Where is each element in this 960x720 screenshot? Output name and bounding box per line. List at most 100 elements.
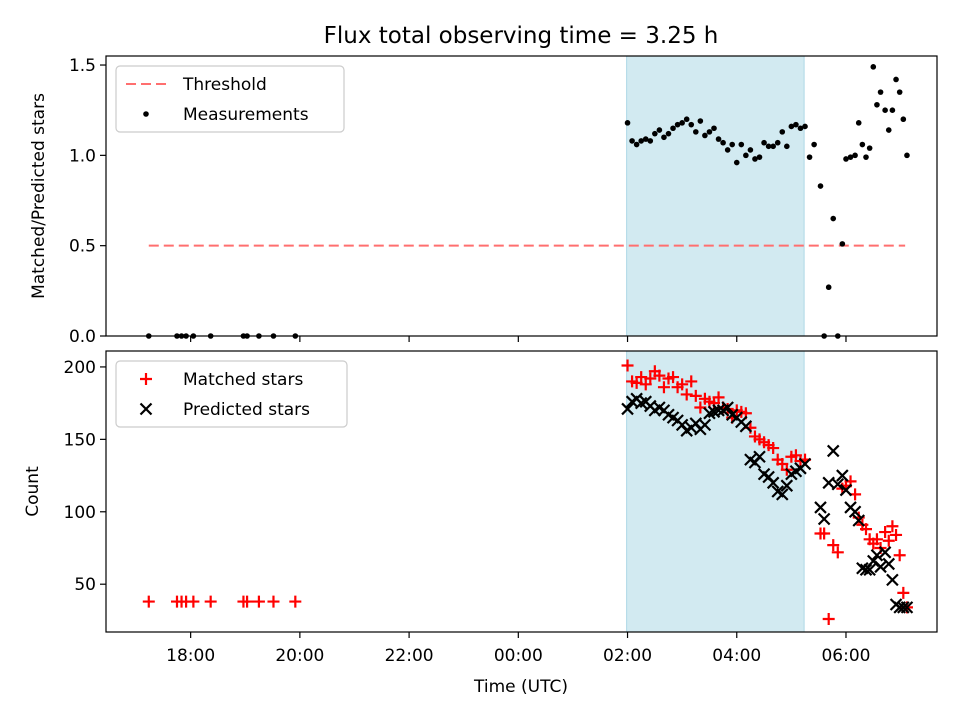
bottom-panel: 50 100 150 200 18:00 20:00 22:00 00:00 02:00 04:0… (23, 350, 938, 666)
bottom-predicted-point (863, 563, 876, 576)
top-y-tick-label: 1.0 (69, 146, 96, 166)
top-y-axis-label: Matched/Predicted stars (29, 93, 49, 299)
top-point (770, 143, 776, 150)
top-point (877, 89, 884, 95)
top-legend: Threshold Measurements (115, 65, 345, 133)
top-point (811, 141, 817, 148)
top-axes-frame (105, 55, 938, 337)
bottom-matched-point (657, 381, 670, 394)
figure-title: Flux total observing time = 3.25 h (324, 23, 719, 49)
top-shaded-interval (626, 55, 805, 337)
bottom-matched-point (685, 375, 698, 388)
top-point (674, 121, 681, 128)
top-point (784, 143, 790, 150)
top-point (882, 107, 888, 113)
bottom-predicted-point (780, 479, 794, 492)
top-point (756, 154, 763, 160)
x-tick-label: 02:00 (603, 646, 652, 666)
bottom-matched-point (870, 533, 883, 546)
top-point (765, 143, 772, 150)
top-point (647, 138, 654, 144)
x-tick-label: 06:00 (821, 646, 870, 666)
bottom-predicted-point (870, 548, 884, 562)
bottom-legend-swatch (139, 402, 153, 416)
top-point (711, 125, 717, 132)
top-point (688, 121, 695, 128)
x-tick-label: 20:00 (275, 646, 324, 666)
bottom-predicted-point (621, 402, 634, 416)
bottom-predicted-point (886, 573, 899, 587)
top-point (693, 129, 699, 135)
bottom-matched-point (621, 359, 634, 372)
top-point (817, 183, 824, 189)
top-point (839, 241, 846, 247)
top-point (724, 147, 731, 153)
top-legend-label: Threshold (182, 75, 267, 95)
top-point (863, 154, 869, 160)
bottom-legend-box (115, 360, 348, 428)
top-point (733, 159, 740, 166)
bottom-matched-point (827, 539, 840, 552)
top-point (825, 284, 832, 291)
bottom-matched-point (712, 391, 725, 404)
bottom-predicted-point (817, 512, 831, 526)
top-point (904, 152, 910, 159)
bottom-matched-point (689, 389, 702, 402)
bottom-matched-point (680, 388, 693, 401)
bottom-matched-point (822, 612, 835, 625)
bottom-matched-point (860, 523, 873, 536)
bottom-matched-point (204, 595, 217, 608)
top-point (896, 89, 903, 95)
top-legend-box (115, 65, 345, 133)
bottom-predicted-point (814, 501, 827, 514)
top-point (889, 107, 896, 113)
bottom-matched-point (252, 595, 265, 608)
top-point (738, 141, 745, 148)
top-point (774, 139, 781, 146)
bottom-matched-point (653, 369, 666, 382)
top-point (900, 116, 907, 123)
bottom-predicted-point (900, 601, 914, 614)
top-point (852, 152, 858, 159)
top-point (697, 118, 704, 124)
bottom-predicted-point (766, 476, 780, 490)
bottom-legend: Matched stars Predicted stars (115, 360, 348, 428)
top-point (743, 152, 749, 159)
x-tick-label: 22:00 (385, 646, 434, 666)
bottom-matched-point (644, 372, 657, 385)
bottom-predicted-point (897, 601, 910, 614)
top-point (665, 130, 672, 137)
top-point (747, 147, 754, 153)
bottom-axes-frame (105, 350, 938, 633)
top-point (661, 134, 667, 141)
bottom-predicted-point (826, 444, 840, 458)
bottom-matched-point (831, 546, 844, 559)
top-point (797, 125, 804, 132)
top-point (874, 101, 880, 108)
top-point (652, 130, 658, 137)
bottom-matched-point (886, 520, 899, 533)
top-point (702, 132, 708, 139)
top-legend-label: Measurements (183, 105, 309, 125)
x-axis-label: Time (UTC) (473, 677, 568, 697)
top-point (806, 154, 813, 160)
bottom-predicted-point (798, 457, 812, 471)
bottom-matched-point (767, 442, 780, 455)
top-y-tick-label: 0.5 (69, 237, 96, 257)
bottom-y-tick-label: 200 (64, 358, 96, 378)
top-point (870, 64, 877, 70)
x-tick-label: 04:00 (712, 646, 761, 666)
bottom-predicted-point (739, 420, 753, 433)
bottom-predicted-point (775, 488, 789, 501)
bottom-matched-point (635, 371, 648, 384)
top-y-tick-label: 0.0 (69, 327, 96, 347)
top-point (715, 136, 722, 142)
top-point (802, 123, 808, 130)
bottom-matched-point (882, 534, 895, 547)
top-point (855, 120, 862, 126)
bottom-predicted-point (839, 483, 853, 497)
bottom-matched-point (818, 527, 831, 540)
bottom-predicted-point (831, 477, 845, 491)
